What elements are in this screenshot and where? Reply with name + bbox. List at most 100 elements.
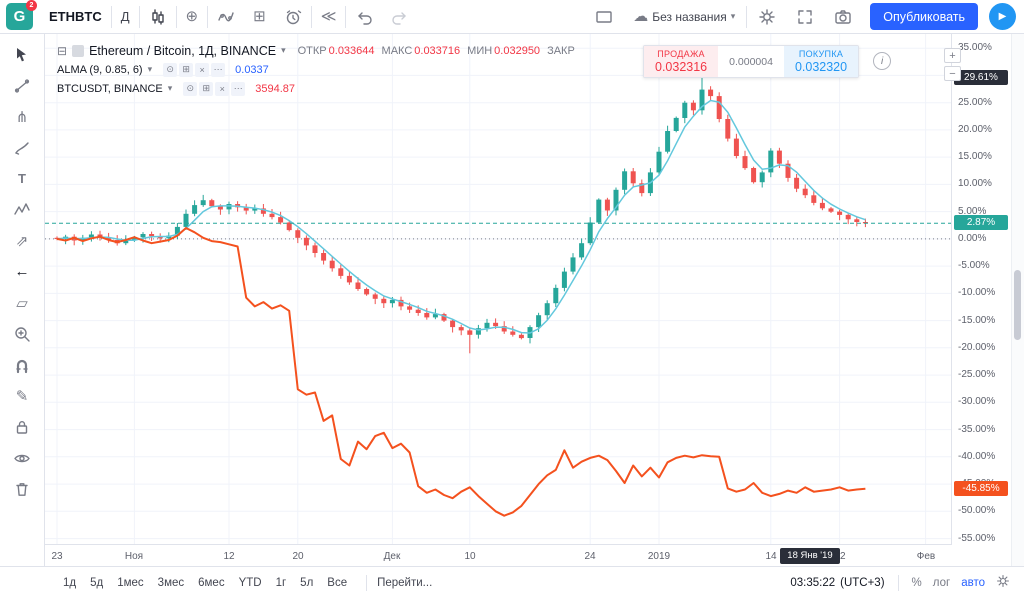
separator (345, 5, 347, 28)
legend-alma-row: ALMA (9, 0.85, 6) ▾ ⊙ ⊞ × ⋯ 0.0337 (57, 60, 575, 79)
compare-title[interactable]: BTCUSDT, BINANCE (57, 82, 163, 95)
timezone-label[interactable]: (UTC+3) (840, 576, 885, 589)
price-axis[interactable]: 35.00%30.00%25.00%20.00%15.00%10.00%5.00… (951, 34, 1011, 544)
ideas-play-button[interactable]: ▶ (989, 3, 1016, 30)
sell-label: ПРОДАЖА (657, 49, 705, 59)
delete-icon[interactable]: × (215, 81, 230, 96)
settings-icon[interactable]: ⊞ (199, 81, 214, 96)
lock-drawings-tool[interactable] (4, 411, 40, 442)
compare-button[interactable]: ⊕ (177, 3, 208, 31)
compare-icon: ⊕ (185, 8, 199, 25)
log-scale-button[interactable]: лог (932, 576, 951, 589)
indicators-button[interactable] (208, 3, 244, 31)
pattern-tool[interactable] (4, 194, 40, 225)
chevron-down-icon[interactable]: ▾ (147, 64, 153, 74)
fullscreen-button[interactable] (787, 3, 823, 31)
buy-button[interactable]: ПОКУПКА 0.032320 (783, 46, 859, 77)
clock[interactable]: 03:35:22 (790, 576, 836, 589)
auto-scale-button[interactable]: авто (961, 576, 985, 589)
interval-label: Д (120, 9, 130, 24)
buy-price: 0.032320 (794, 60, 848, 74)
bar-replay-button[interactable]: ≪ (312, 3, 346, 31)
trend-line-tool[interactable] (4, 70, 40, 101)
publish-button[interactable]: Опубликовать (870, 3, 978, 30)
separator (207, 5, 209, 28)
chart-type-button[interactable] (140, 3, 176, 31)
range-button[interactable]: 1г (271, 575, 292, 591)
interval-button[interactable]: Д (112, 3, 139, 31)
legend-symbol-title[interactable]: Ethereum / Bitcoin, 1Д, BINANCE (89, 43, 277, 58)
eye-icon[interactable]: ⊙ (163, 62, 178, 77)
range-button[interactable]: 1мес (112, 575, 148, 591)
chevron-down-icon[interactable]: ▾ (167, 83, 173, 93)
range-button[interactable]: 1д (58, 575, 81, 591)
price-tick: -55.00% (958, 533, 996, 544)
range-button[interactable]: Все (322, 575, 352, 591)
range-button[interactable]: 5д (85, 575, 108, 591)
forecast-tool[interactable]: ⇗ (4, 225, 40, 256)
goto-date-button[interactable]: Перейти... (377, 576, 433, 589)
more-icon[interactable]: ⋯ (211, 62, 226, 77)
templates-icon: ⊞ (253, 8, 266, 25)
order-widget: ПРОДАЖА 0.032316 0.000004 ПОКУПКА 0.0323… (643, 45, 892, 78)
zoom-in-scale-button[interactable]: + (944, 48, 961, 63)
zoom-in-tool[interactable] (4, 318, 40, 349)
bottom-right-group: 03:35:22 (UTC+3) % лог авто (790, 574, 1010, 591)
snapshot-button[interactable] (825, 3, 861, 31)
eye-icon[interactable]: ⊙ (183, 81, 198, 96)
symbol-search-button[interactable]: ETHBTC (40, 3, 111, 31)
settings-icon[interactable]: ⊞ (179, 62, 194, 77)
layout-icon (596, 10, 612, 23)
time-tick: 12 (223, 551, 235, 562)
pattern-icon (14, 202, 30, 215)
zoom-out-scale-button[interactable]: − (944, 66, 961, 81)
cursor-tool[interactable] (4, 39, 40, 70)
candlestick-icon (151, 8, 164, 25)
range-button[interactable]: 3мес (153, 575, 189, 591)
layout-name-label: Без названия (652, 9, 727, 24)
scrollbar[interactable] (1011, 34, 1024, 566)
alma-title[interactable]: ALMA (9, 0.85, 6) (57, 63, 143, 76)
brush-tool[interactable] (4, 132, 40, 163)
remove-drawings-tool[interactable] (4, 473, 40, 504)
range-button[interactable]: 5л (295, 575, 318, 591)
text-icon: T (18, 171, 26, 186)
templates-button[interactable]: ⊞ (244, 3, 275, 31)
chevron-down-icon[interactable]: ▾ (281, 45, 286, 55)
app-logo[interactable]: G 2 (6, 0, 37, 30)
range-button[interactable]: YTD (234, 575, 267, 591)
range-button[interactable]: 6мес (193, 575, 229, 591)
measure-tool[interactable]: ▱ (4, 287, 40, 318)
symbol-label: ETHBTC (49, 9, 102, 24)
drawing-mode-tool[interactable]: ✎ (4, 380, 40, 411)
percent-scale-button[interactable]: % (911, 576, 922, 589)
scrollbar-thumb[interactable] (1014, 270, 1021, 340)
text-tool[interactable]: T (4, 163, 40, 194)
legend-compare-row: BTCUSDT, BINANCE ▾ ⊙ ⊞ × ⋯ 3594.87 (57, 79, 575, 98)
redo-button[interactable] (382, 3, 418, 31)
legend-collapse-icon[interactable]: ⊟ (57, 43, 68, 58)
panel-collapse-button[interactable]: ← (4, 256, 40, 287)
undo-button[interactable] (346, 3, 382, 31)
time-tick: 10 (464, 551, 476, 562)
info-icon[interactable]: i (873, 52, 892, 70)
magnet-tool[interactable] (4, 349, 40, 380)
pitchfork-tool[interactable]: ⋔ (4, 101, 40, 132)
hide-drawings-tool[interactable] (4, 442, 40, 473)
candlestick-chart[interactable] (45, 34, 952, 544)
sell-button[interactable]: ПРОДАЖА 0.032316 (644, 46, 719, 77)
alert-button[interactable] (275, 3, 311, 31)
bottom-toolbar: 1д 5д 1мес 3мес 6мес YTD 1г 5л Все Перей… (0, 566, 1024, 598)
separator (310, 5, 312, 28)
scale-settings-button[interactable] (996, 574, 1010, 591)
layout-select-button[interactable] (586, 3, 622, 31)
save-layout-button[interactable]: ☁ Без названия ▾ (624, 3, 744, 31)
time-axis[interactable]: 23 Ноя 12 20 Дек 10 24 2019 14 22 Фев 18 Янв '19 (45, 544, 952, 566)
more-icon[interactable]: ⋯ (231, 81, 246, 96)
price-tick: -40.00% (958, 451, 996, 462)
sell-price: 0.032316 (655, 60, 708, 74)
chart-settings-button[interactable] (749, 3, 785, 31)
pitchfork-icon: ⋔ (15, 108, 29, 126)
delete-icon[interactable]: × (195, 62, 210, 77)
high-label: МАКС (381, 44, 413, 57)
